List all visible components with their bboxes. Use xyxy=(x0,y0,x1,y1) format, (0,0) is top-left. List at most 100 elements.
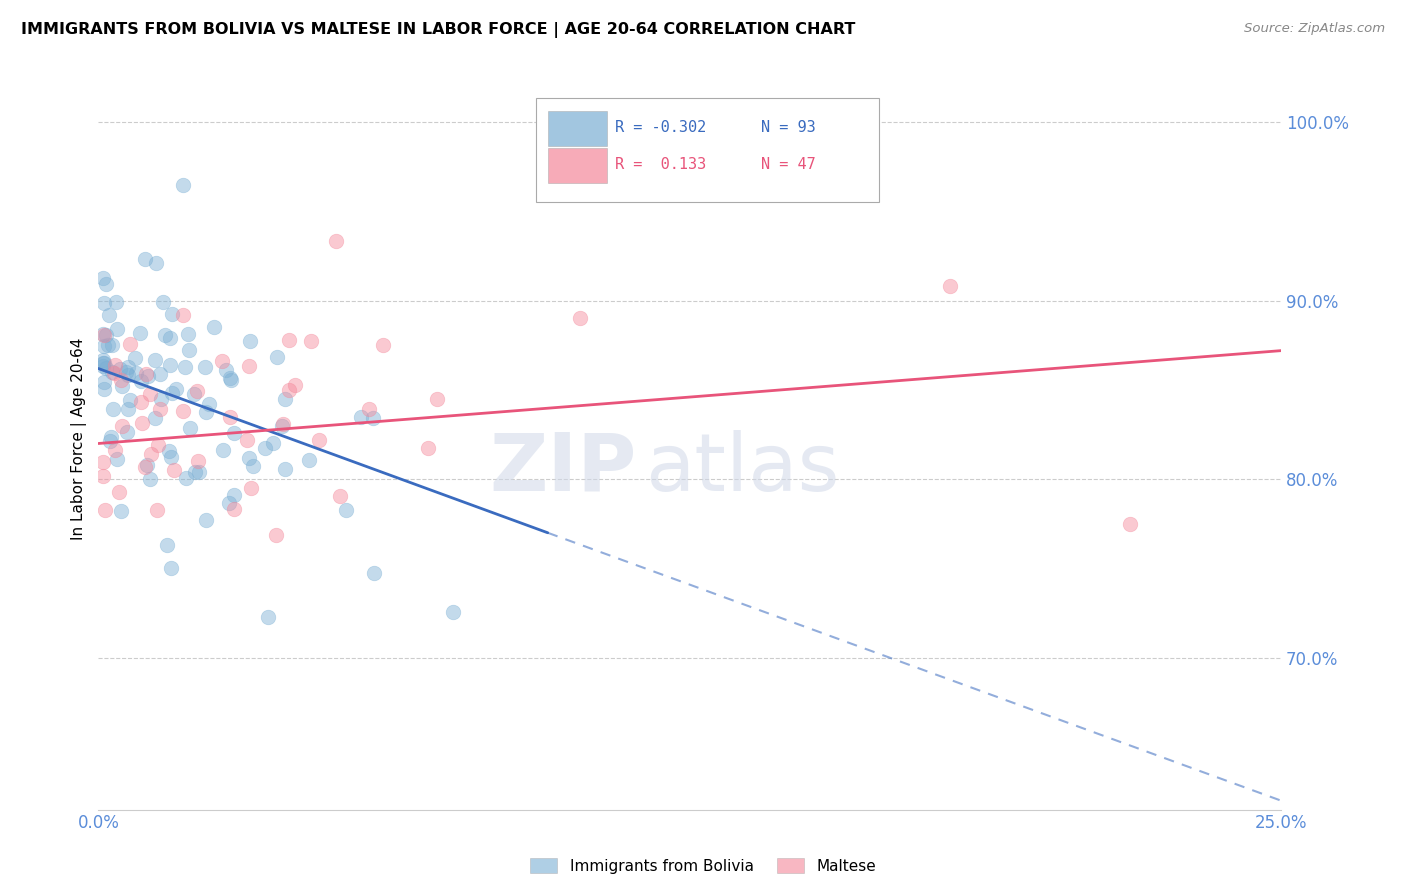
Point xyxy=(187,466,209,480)
Point xyxy=(357,402,380,417)
Point xyxy=(198,397,221,411)
Point xyxy=(270,418,292,433)
Point xyxy=(235,433,257,447)
Point xyxy=(160,561,183,575)
Point xyxy=(325,234,347,248)
Point xyxy=(141,447,163,461)
Point xyxy=(159,331,181,345)
Point xyxy=(273,461,295,475)
Point xyxy=(145,256,167,270)
Point xyxy=(194,360,217,375)
Point xyxy=(129,326,152,341)
Point xyxy=(298,453,321,467)
Point xyxy=(239,334,262,349)
Point xyxy=(91,455,114,469)
Point xyxy=(238,450,260,465)
Point xyxy=(93,296,115,310)
Point xyxy=(266,351,288,365)
Point xyxy=(110,504,132,518)
Point xyxy=(93,356,115,370)
Point xyxy=(149,392,172,406)
Point xyxy=(91,271,114,285)
Point xyxy=(215,363,238,377)
Point xyxy=(939,278,962,293)
Point xyxy=(187,453,209,467)
Point xyxy=(160,450,183,465)
Point xyxy=(91,356,114,370)
Point xyxy=(91,469,114,483)
FancyBboxPatch shape xyxy=(536,98,879,202)
Point xyxy=(111,419,134,434)
Text: atlas: atlas xyxy=(645,430,839,508)
Point xyxy=(94,277,117,291)
Point xyxy=(114,366,136,380)
Point xyxy=(115,425,138,439)
Point xyxy=(149,367,172,381)
Point xyxy=(100,337,122,351)
Point xyxy=(195,404,218,418)
Point xyxy=(157,443,180,458)
Text: ZIP: ZIP xyxy=(489,430,637,508)
Point xyxy=(277,384,299,398)
Point xyxy=(98,434,121,449)
Point xyxy=(172,308,194,322)
Point xyxy=(118,392,141,407)
Point xyxy=(131,416,153,430)
Point xyxy=(159,358,181,372)
Text: IMMIGRANTS FROM BOLIVIA VS MALTESE IN LABOR FORCE | AGE 20-64 CORRELATION CHART: IMMIGRANTS FROM BOLIVIA VS MALTESE IN LA… xyxy=(21,22,855,38)
Point xyxy=(91,327,114,342)
Point xyxy=(156,538,179,552)
Text: Source: ZipAtlas.com: Source: ZipAtlas.com xyxy=(1244,22,1385,36)
Point xyxy=(146,502,169,516)
Point xyxy=(278,333,301,347)
Point xyxy=(149,402,172,417)
Point xyxy=(172,404,194,418)
FancyBboxPatch shape xyxy=(548,111,607,146)
Point xyxy=(219,409,242,424)
Text: R =  0.133: R = 0.133 xyxy=(616,157,706,172)
Point xyxy=(104,442,127,457)
Point xyxy=(418,441,440,455)
Point xyxy=(94,503,117,517)
Point xyxy=(93,383,115,397)
Point xyxy=(91,359,114,373)
Point xyxy=(98,308,121,322)
Point xyxy=(101,365,124,379)
Point xyxy=(138,368,160,383)
Point xyxy=(273,417,295,431)
Point xyxy=(124,351,146,366)
Point xyxy=(93,328,115,343)
Point xyxy=(329,489,352,503)
Point xyxy=(105,322,128,336)
Point xyxy=(155,327,177,342)
Point xyxy=(240,481,263,495)
Point xyxy=(183,465,205,479)
Point xyxy=(177,326,200,341)
Point xyxy=(1118,516,1140,531)
Point xyxy=(160,307,183,321)
Point xyxy=(568,310,591,325)
Point xyxy=(100,430,122,444)
Point xyxy=(284,377,307,392)
Point xyxy=(163,463,186,477)
Point xyxy=(117,401,139,416)
Point xyxy=(174,471,197,485)
Point xyxy=(104,358,127,372)
Point xyxy=(105,452,128,467)
Point xyxy=(117,368,139,383)
Y-axis label: In Labor Force | Age 20-64: In Labor Force | Age 20-64 xyxy=(72,338,87,541)
Point xyxy=(108,484,131,499)
Point xyxy=(262,435,284,450)
Point xyxy=(264,528,287,542)
Point xyxy=(195,512,218,526)
Point xyxy=(211,354,233,368)
Point xyxy=(219,370,242,384)
Point xyxy=(222,502,245,516)
Point xyxy=(93,376,115,390)
Point xyxy=(139,386,162,401)
Point xyxy=(299,334,322,349)
Point xyxy=(152,294,174,309)
Point xyxy=(117,360,139,375)
Legend: Immigrants from Bolivia, Maltese: Immigrants from Bolivia, Maltese xyxy=(524,852,882,880)
Point xyxy=(101,401,124,416)
